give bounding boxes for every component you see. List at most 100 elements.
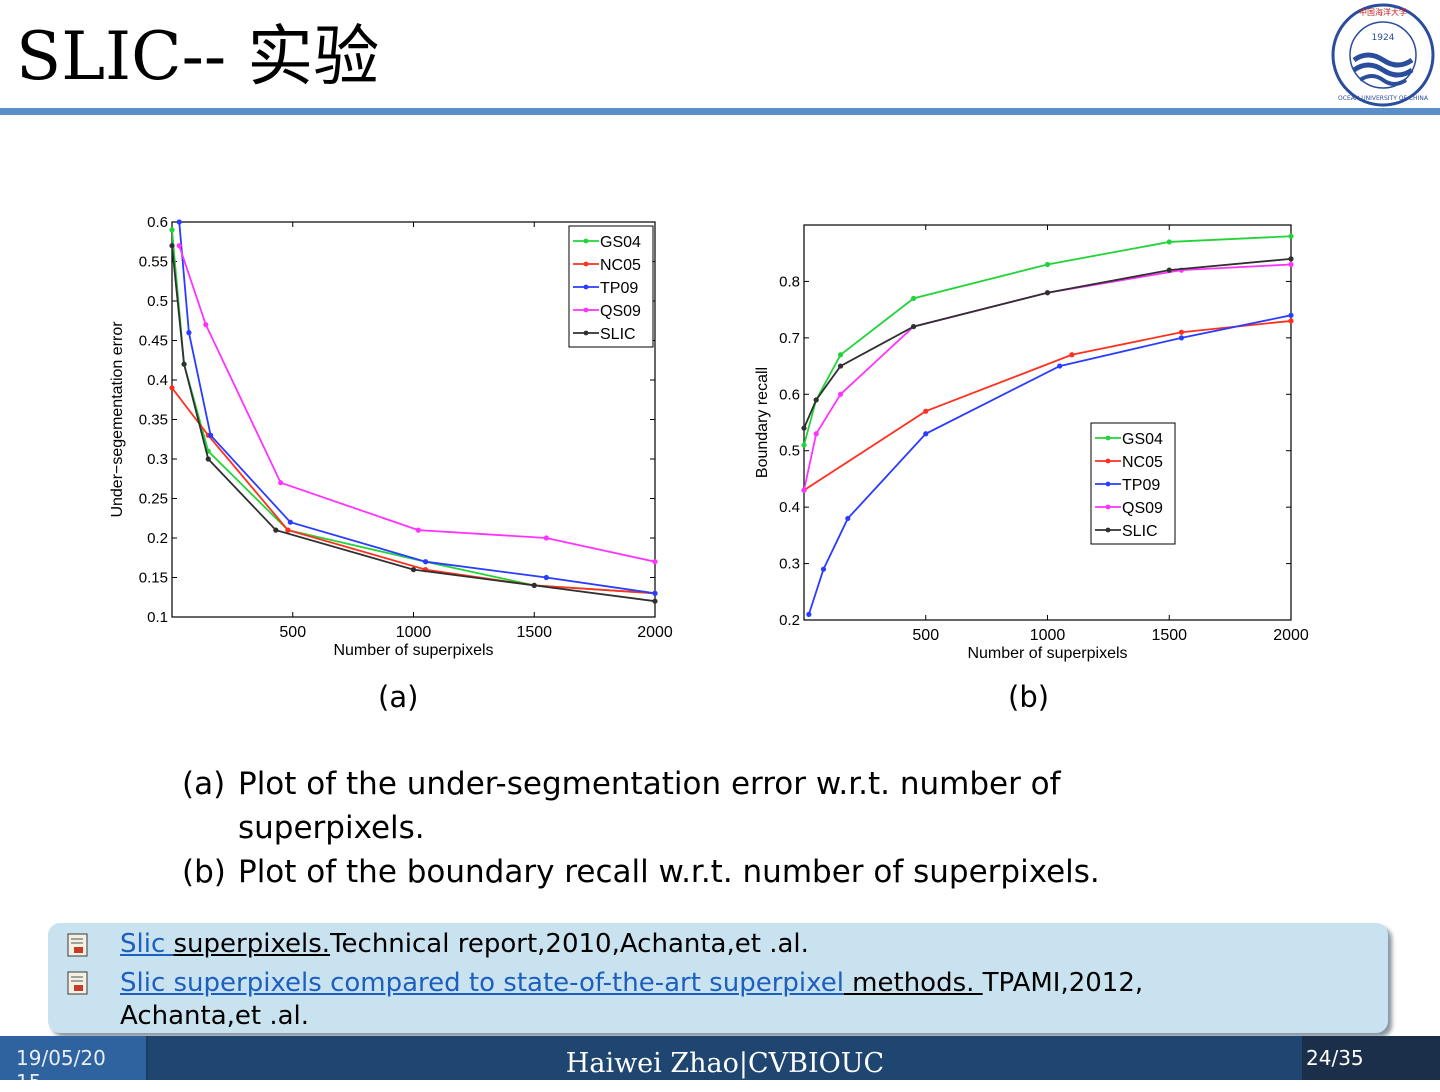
data-point-nc05	[923, 408, 929, 414]
legend-label-nc05: NC05	[600, 257, 641, 274]
y-tick-label: 0.6	[779, 386, 800, 403]
y-tick-label: 0.25	[139, 491, 168, 508]
svg-text:中国海洋大学: 中国海洋大学	[1359, 7, 1407, 17]
data-point-slic	[181, 361, 187, 367]
document-icon	[67, 971, 88, 995]
y-tick-label: 0.55	[139, 254, 168, 271]
data-point-nc05	[1069, 352, 1075, 358]
y-tick-label: 0.45	[139, 333, 168, 350]
reference-1-underlined[interactable]: superpixels.	[173, 929, 331, 959]
legend-label-nc05: NC05	[1122, 454, 1163, 471]
data-point-gs04	[1166, 239, 1172, 245]
legend-marker-tp09	[583, 284, 589, 290]
legend-label-slic: SLIC	[600, 326, 636, 343]
data-point-slic	[1166, 267, 1172, 273]
legend-label-gs04: GS04	[600, 234, 641, 251]
description-a: (a) Plot of the under-segmentation error …	[182, 762, 1061, 806]
y-tick-label: 0.4	[779, 499, 800, 516]
description-b: (b) Plot of the boundary recall w.r.t. nu…	[182, 850, 1100, 894]
data-point-nc05	[285, 527, 291, 533]
data-point-tp09	[186, 330, 192, 336]
x-tick-label: 500	[279, 624, 306, 641]
legend-label-qs09: QS09	[1122, 500, 1163, 517]
legend-label-qs09: QS09	[600, 303, 641, 320]
data-point-tp09	[422, 559, 429, 565]
data-point-qs09	[1288, 261, 1294, 268]
x-tick-label: 1000	[396, 624, 432, 641]
reference-1-source: Technical report,2010,Achanta,et .al.	[330, 929, 809, 959]
data-point-gs04	[169, 227, 175, 233]
y-tick-label: 0.35	[139, 412, 168, 429]
svg-text:OCEAN UNIVERSITY OF CHINA: OCEAN UNIVERSITY OF CHINA	[1338, 95, 1429, 102]
description-b-text: Plot of the boundary recall w.r.t. numbe…	[238, 854, 1100, 890]
chart-a-svg: 500 1000 1500 2000 0.1 0.15 0.2 0.25 0.3 0.35 0.4 0…	[109, 214, 673, 659]
data-point-gs04	[837, 352, 844, 358]
description-a-label: (a)	[182, 766, 226, 802]
data-point-tp09	[543, 574, 549, 581]
y-tick-label: 0.1	[147, 609, 168, 626]
data-point-gs04	[1044, 261, 1051, 268]
reference-2-source: TPAMI,2012,	[982, 968, 1144, 998]
data-point-tp09	[1178, 335, 1185, 341]
y-tick-label: 0.2	[147, 530, 168, 547]
data-point-slic	[910, 323, 917, 330]
data-point-qs09	[837, 391, 844, 397]
footer-date-line1: 19/05/20	[16, 1046, 106, 1070]
data-point-tp09	[820, 566, 827, 572]
legend-label-gs04: GS04	[1122, 431, 1163, 448]
data-point-tp09	[845, 515, 851, 522]
data-point-qs09	[278, 480, 284, 486]
data-point-slic	[837, 363, 844, 369]
legend-marker-nc05	[1105, 458, 1111, 464]
y-tick-label: 0.15	[139, 570, 168, 587]
data-point-qs09	[176, 243, 182, 249]
chart-boundary-recall: 500 1000 1500 2000 0.2 0.3 0.4 0.5 0.6 0.7 0.8 Numb…	[745, 208, 1325, 664]
reference-2-link[interactable]: Slic superpixels compared to state-of-th…	[120, 968, 844, 998]
x-tick-label: 2000	[1273, 627, 1309, 644]
x-tick-label: 500	[912, 627, 939, 644]
data-point-tp09	[806, 611, 812, 617]
footer-bar: 19/05/2015 Haiwei Zhao|CVBIOUC 24/35	[0, 1036, 1440, 1080]
reference-2-authors: Achanta,et .al.	[120, 1001, 310, 1031]
legend-marker-qs09	[1105, 504, 1111, 510]
series-line-qs09	[178, 245, 655, 563]
data-point-slic	[652, 598, 658, 604]
y-axis-label: Under−segementation error	[109, 321, 126, 518]
caption-b: (b)	[1008, 680, 1050, 714]
legend-marker-nc05	[583, 261, 589, 267]
data-point-slic	[169, 243, 175, 249]
legend-marker-slic	[1105, 527, 1111, 533]
data-point-slic	[273, 527, 279, 533]
reference-2: Slic superpixels compared to state-of-th…	[120, 967, 1143, 1033]
data-point-slic	[531, 582, 537, 588]
data-point-nc05	[1288, 318, 1294, 324]
university-logo: 1924 中国海洋大学 OCEAN UNIVERSITY OF CHINA	[1331, 3, 1435, 107]
x-tick-label: 2000	[637, 624, 673, 641]
data-point-qs09	[801, 487, 807, 493]
y-tick-label: 0.5	[779, 443, 800, 460]
y-tick-label: 0.6	[147, 214, 168, 231]
description-b-label: (b)	[182, 854, 226, 890]
series-line-nc05	[172, 387, 655, 595]
reference-1-link[interactable]: Slic	[120, 929, 174, 959]
data-point-gs04	[910, 295, 917, 301]
x-tick-label: 1000	[1030, 627, 1066, 644]
legend-marker-gs04	[583, 238, 589, 244]
data-point-tp09	[1288, 312, 1294, 318]
slide-title: SLIC-- 实验	[16, 18, 380, 95]
description-a-text: Plot of the under-segmentation error w.r…	[238, 766, 1061, 802]
x-tick-label: 1500	[1151, 627, 1187, 644]
footer-date-line2: 15	[16, 1070, 41, 1080]
data-point-slic	[813, 397, 819, 403]
data-point-tp09	[652, 590, 658, 596]
data-point-slic	[410, 567, 417, 573]
reference-2-underlined[interactable]: methods.	[843, 968, 983, 998]
chart-under-segmentation-error: 500 1000 1500 2000 0.1 0.15 0.2 0.25 0.3 0.35 0.4 0…	[100, 208, 690, 664]
x-axis-label: Number of superpixels	[967, 645, 1127, 662]
chart-b-svg: 500 1000 1500 2000 0.2 0.3 0.4 0.5 0.6 0.7 0.8 Numb…	[754, 224, 1309, 662]
legend-label-tp09: TP09	[600, 280, 638, 297]
data-point-nc05	[1178, 329, 1185, 335]
data-point-tp09	[287, 519, 293, 525]
data-point-qs09	[652, 559, 658, 565]
data-point-qs09	[203, 322, 209, 328]
